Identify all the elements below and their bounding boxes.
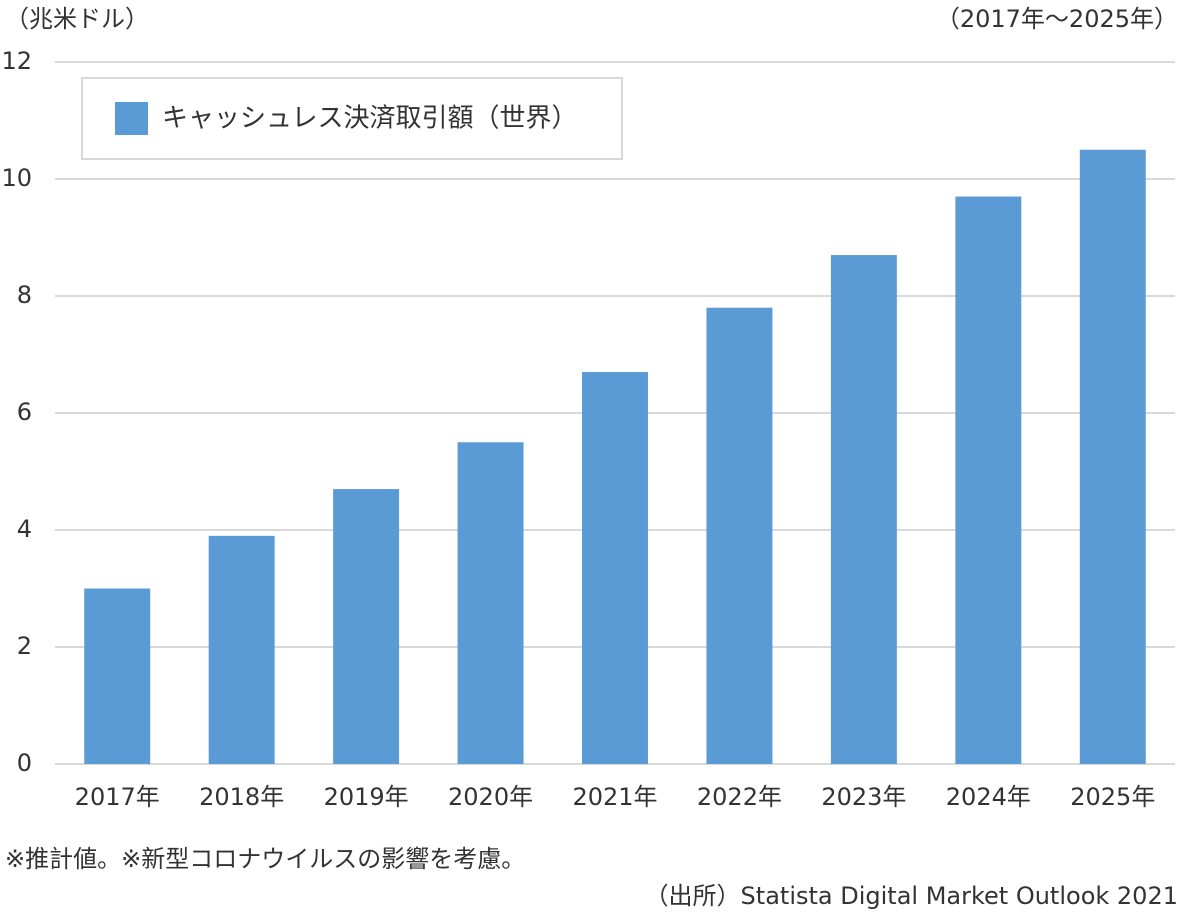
x-tick-label: 2017年 (75, 783, 160, 811)
legend-label: キャッシュレス決済取引額（世界） (162, 104, 577, 134)
source: （出所）Statista Digital Market Outlook 2021 (645, 882, 1178, 910)
period-label: （2017年～2025年） (936, 5, 1178, 33)
x-tick-label: 2020年 (448, 783, 533, 811)
bar (706, 307, 773, 764)
bar (955, 196, 1022, 765)
x-tick-label: 2023年 (821, 783, 906, 811)
y-tick-label: 8 (17, 281, 32, 309)
bar (457, 442, 524, 764)
x-tick-label: 2022年 (697, 783, 782, 811)
legend-swatch (115, 102, 148, 135)
y-tick-label: 6 (17, 398, 32, 426)
x-tick-label: 2019年 (324, 783, 409, 811)
bar (208, 535, 275, 764)
x-tick-label: 2018年 (199, 783, 284, 811)
y-tick-label: 10 (1, 164, 32, 192)
x-tick-label: 2021年 (572, 783, 657, 811)
y-tick-label: 2 (17, 632, 32, 660)
y-tick-label: 12 (1, 47, 32, 75)
footnote: ※推計値。※新型コロナウイルスの影響を考慮。 (5, 845, 525, 873)
bar (830, 255, 897, 765)
bar (582, 372, 648, 764)
bar (333, 489, 400, 764)
y-tick-label: 4 (17, 515, 32, 543)
bar (1079, 149, 1146, 764)
legend-box (81, 77, 623, 160)
x-tick-label: 2025年 (1070, 783, 1155, 811)
bar (84, 588, 151, 764)
unit-label: （兆米ドル） (5, 5, 149, 33)
x-tick-label: 2024年 (946, 783, 1031, 811)
y-tick-label: 0 (17, 749, 32, 777)
